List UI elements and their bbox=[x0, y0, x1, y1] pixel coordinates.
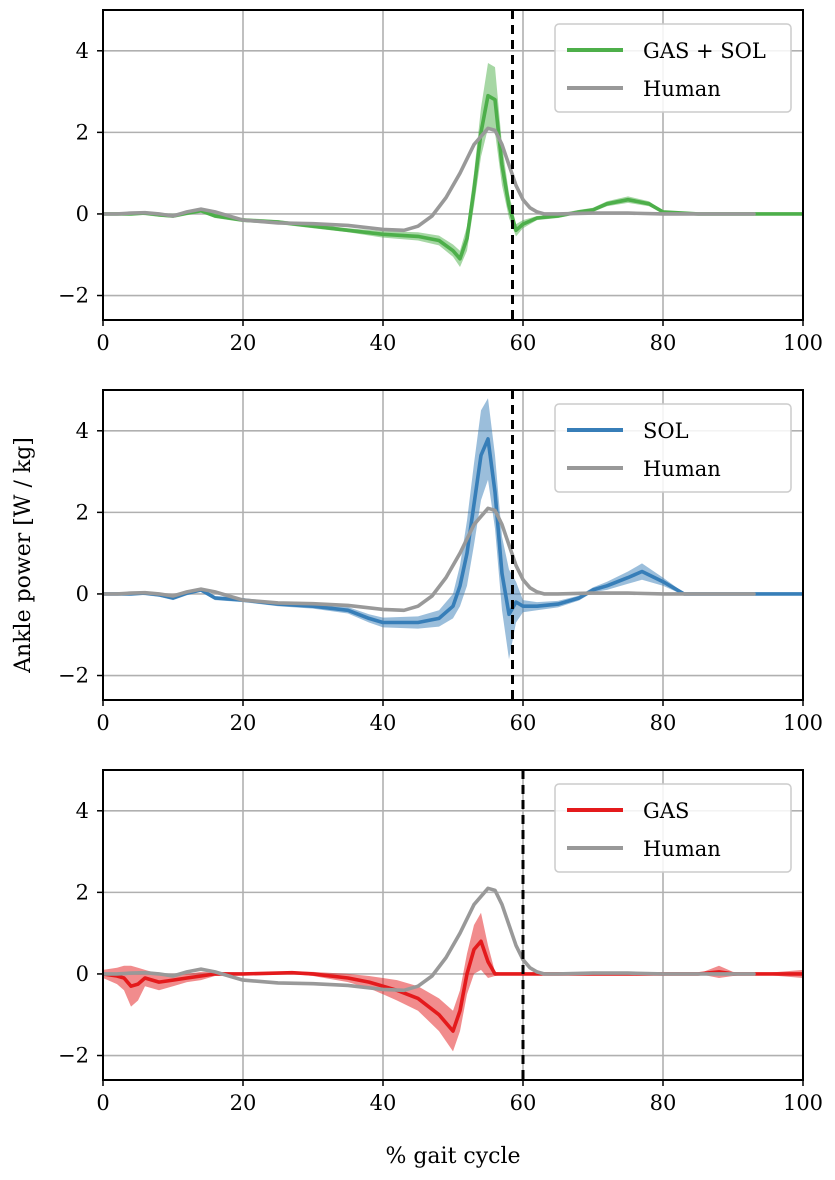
y-tick-label: 4 bbox=[76, 419, 89, 443]
legend-label: GAS + SOL bbox=[643, 39, 766, 63]
plot-area bbox=[103, 886, 803, 1052]
legend-label: SOL bbox=[643, 419, 689, 443]
y-tick-label: 4 bbox=[76, 39, 89, 63]
y-tick-label: 2 bbox=[76, 120, 89, 144]
legend-label: Human bbox=[643, 77, 721, 101]
y-tick-label: 2 bbox=[76, 500, 89, 524]
chart-panel-3: 0 20 40 60 80 100 −2 0 2 4 GAS Human bbox=[58, 769, 823, 1115]
x-tick-label: 80 bbox=[650, 1091, 677, 1115]
series-line-human bbox=[103, 126, 756, 233]
series-band-gas bbox=[103, 912, 803, 1052]
legend: GAS + SOL Human bbox=[554, 23, 792, 113]
plot-area bbox=[103, 398, 803, 660]
legend: SOL Human bbox=[554, 403, 792, 493]
x-tick-label: 100 bbox=[783, 331, 823, 355]
x-tick-label: 0 bbox=[96, 711, 109, 735]
x-tick-label: 20 bbox=[230, 711, 257, 735]
axes-frame bbox=[102, 9, 804, 321]
x-tick-label: 40 bbox=[370, 331, 397, 355]
x-tick-label: 80 bbox=[650, 711, 677, 735]
y-tick-label: −2 bbox=[58, 1044, 89, 1068]
x-tick-label: 20 bbox=[230, 1091, 257, 1115]
y-tick-label: 4 bbox=[76, 799, 89, 823]
axes-frame bbox=[102, 389, 804, 701]
x-tick-label: 0 bbox=[96, 1091, 109, 1115]
x-tick-label: 60 bbox=[510, 711, 537, 735]
y-axis-title: Ankle power [W / kg] bbox=[11, 437, 36, 674]
x-tick-label: 60 bbox=[510, 331, 537, 355]
plot-area bbox=[103, 63, 803, 267]
x-tick-label: 100 bbox=[783, 1091, 823, 1115]
y-tick-label: 0 bbox=[76, 962, 89, 986]
x-tick-label: 80 bbox=[650, 331, 677, 355]
y-tick-label: −2 bbox=[58, 664, 89, 688]
y-tick-label: 2 bbox=[76, 880, 89, 904]
axes-frame bbox=[102, 769, 804, 1081]
legend-label: Human bbox=[643, 837, 721, 861]
x-tick-label: 20 bbox=[230, 331, 257, 355]
series-line-gas-sol bbox=[103, 93, 803, 261]
x-tick-label: 40 bbox=[370, 1091, 397, 1115]
x-tick-label: 100 bbox=[783, 711, 823, 735]
chart-panel-1: 0 20 40 60 80 100 −2 0 2 4 GAS + SOL Human bbox=[58, 9, 823, 355]
y-tick-label: −2 bbox=[58, 284, 89, 308]
legend: GAS Human bbox=[554, 783, 792, 873]
x-tick-label: 60 bbox=[510, 1091, 537, 1115]
series-line-human bbox=[103, 886, 756, 993]
x-tick-label: 0 bbox=[96, 331, 109, 355]
x-tick-label: 40 bbox=[370, 711, 397, 735]
series-line-sol bbox=[103, 437, 803, 625]
legend-label: Human bbox=[643, 457, 721, 481]
series-line-human bbox=[103, 506, 756, 613]
x-axis-title: % gait cycle bbox=[385, 1144, 520, 1169]
y-tick-label: 0 bbox=[76, 582, 89, 606]
chart-panel-2: 0 20 40 60 80 100 −2 0 2 4 SOL Human bbox=[58, 389, 823, 735]
legend-label: GAS bbox=[643, 799, 689, 823]
y-tick-label: 0 bbox=[76, 202, 89, 226]
